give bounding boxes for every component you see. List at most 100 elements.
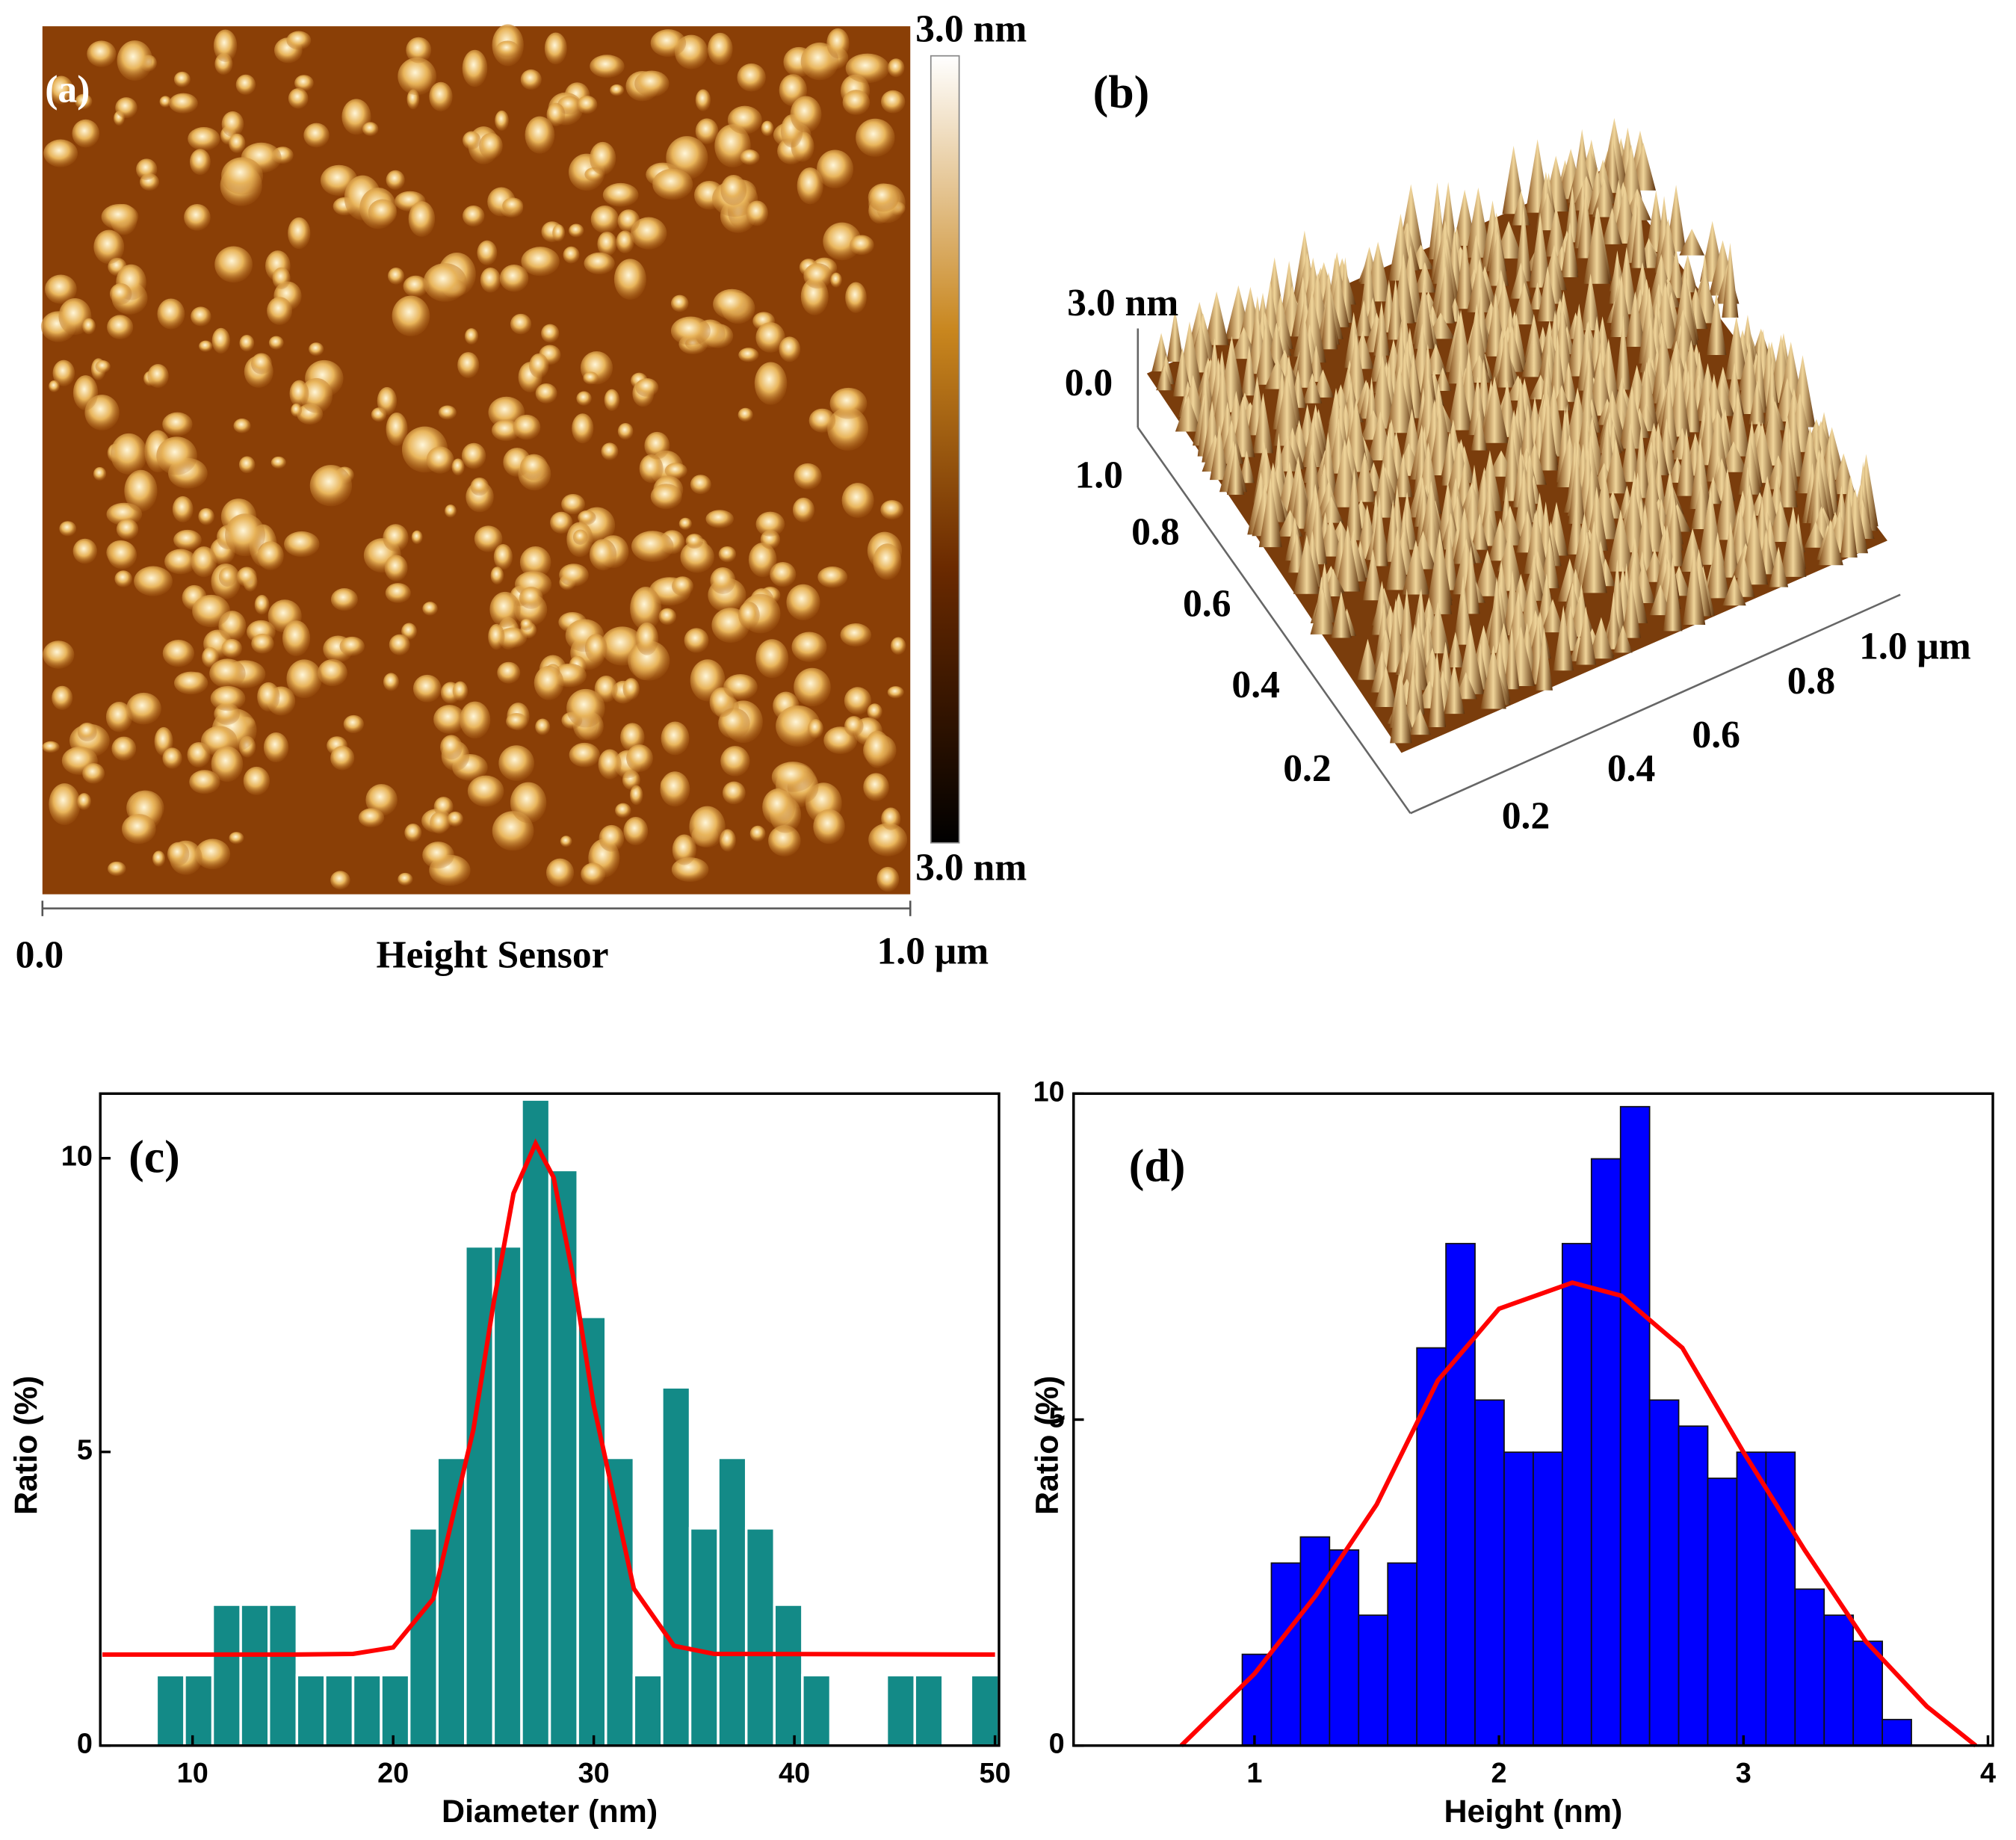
grain	[236, 566, 257, 587]
grain	[318, 659, 347, 687]
grain	[467, 775, 504, 807]
grain	[748, 543, 777, 578]
y-tick-label: 10	[61, 1141, 93, 1173]
grain	[520, 69, 542, 90]
grain	[842, 90, 871, 115]
grain	[288, 87, 309, 109]
grain	[101, 203, 139, 230]
grain	[433, 705, 466, 734]
grain	[42, 741, 60, 753]
x-label: 0.2	[1502, 795, 1550, 838]
grain	[392, 295, 430, 336]
grain	[423, 263, 467, 302]
grain	[209, 658, 246, 688]
grain	[365, 784, 398, 816]
spike	[1515, 206, 1532, 282]
grain	[440, 735, 463, 760]
spike	[1345, 468, 1364, 540]
grain	[498, 627, 528, 648]
grain	[617, 209, 640, 233]
grain	[191, 306, 211, 327]
bar	[1445, 1243, 1476, 1747]
grain	[270, 456, 286, 469]
grain	[623, 817, 649, 845]
spike	[1613, 625, 1633, 653]
grain	[210, 685, 246, 711]
grain	[881, 90, 906, 114]
spike	[1435, 265, 1456, 324]
spike	[1385, 527, 1409, 590]
spike	[1210, 425, 1229, 481]
grain	[510, 313, 532, 335]
spike	[1241, 345, 1258, 396]
bar	[1823, 1614, 1855, 1747]
grain	[404, 823, 422, 842]
y-tick-label: 0	[77, 1729, 93, 1760]
grain	[221, 111, 244, 138]
bar	[1765, 1451, 1796, 1747]
grain	[685, 534, 704, 549]
spike	[1373, 301, 1390, 356]
grain	[863, 773, 889, 801]
grain	[771, 762, 814, 792]
spike	[1624, 291, 1646, 347]
bar	[324, 1673, 355, 1747]
panel-label: (d)	[1129, 1141, 1186, 1192]
spike	[1388, 213, 1413, 281]
spike	[1502, 145, 1525, 214]
spike	[1156, 365, 1173, 391]
grain	[198, 507, 214, 525]
grain	[136, 158, 158, 180]
grain	[229, 832, 244, 845]
grain	[670, 316, 711, 346]
grain	[622, 678, 640, 700]
grain	[628, 640, 670, 681]
grain	[868, 823, 908, 856]
spike	[1427, 552, 1453, 614]
grain	[463, 131, 481, 150]
spike	[1748, 380, 1766, 425]
x-axis-label: Diameter (nm)	[442, 1794, 658, 1830]
grain	[43, 640, 75, 669]
grain	[541, 324, 560, 343]
grain	[401, 623, 417, 640]
bar	[1270, 1562, 1302, 1747]
grain	[762, 788, 795, 826]
bar	[268, 1603, 299, 1747]
grain	[794, 667, 831, 707]
grain	[808, 408, 836, 433]
spike	[1689, 437, 1711, 510]
grain	[72, 538, 97, 564]
grain	[550, 511, 573, 534]
grain	[601, 442, 619, 460]
spike	[1385, 365, 1414, 433]
x-label: 0.6	[1692, 714, 1740, 756]
grain	[488, 623, 505, 650]
grain	[581, 862, 606, 886]
z-label: 0.0	[1065, 362, 1113, 404]
grain	[286, 31, 312, 50]
grain	[890, 637, 906, 655]
grain	[850, 235, 874, 256]
spike	[1255, 324, 1278, 385]
bar	[211, 1603, 242, 1747]
grain	[791, 632, 827, 662]
grain	[813, 809, 845, 845]
grain	[288, 217, 311, 250]
spike	[1714, 468, 1740, 540]
fit-curve	[102, 1138, 995, 1657]
bar	[1648, 1399, 1680, 1747]
grain	[794, 463, 822, 490]
grain	[519, 454, 548, 481]
grain	[827, 407, 868, 451]
spike	[1580, 520, 1607, 593]
spike	[1621, 578, 1641, 638]
spike	[1238, 450, 1255, 484]
bar	[661, 1386, 692, 1747]
bar	[1533, 1451, 1563, 1747]
grain	[845, 282, 867, 313]
afm-3d-surface	[1146, 117, 1887, 753]
grain	[873, 543, 902, 580]
bar	[1707, 1478, 1738, 1747]
spike	[1414, 262, 1436, 293]
